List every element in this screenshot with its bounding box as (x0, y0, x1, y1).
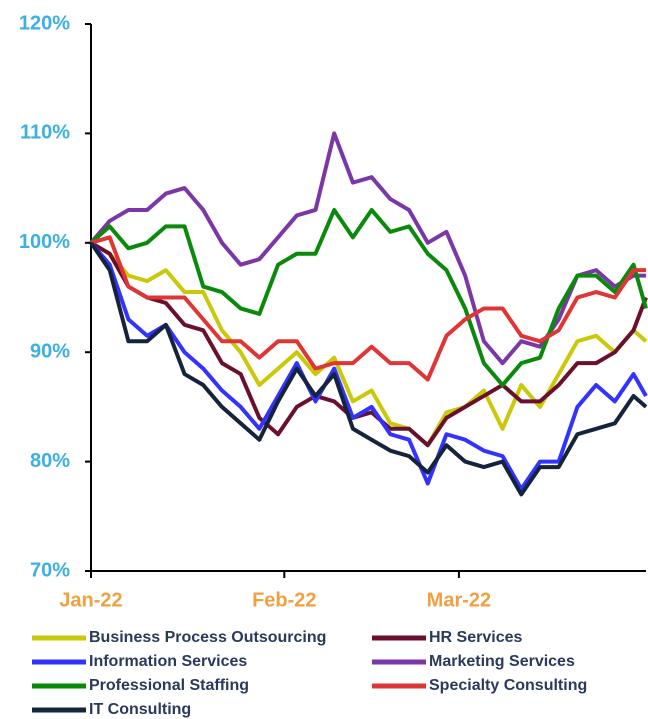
legend-label: Business Process Outsourcing (89, 629, 326, 646)
series-line (89, 241, 648, 491)
legend-label: HR Services (429, 629, 522, 646)
x-tick-label: Mar-22 (427, 589, 491, 611)
x-tick-label: Feb-22 (252, 589, 316, 611)
y-tick-label: 110% (20, 122, 70, 144)
legend-label: Information Services (89, 653, 247, 670)
legend-label: Professional Staffing (89, 677, 249, 694)
x-tick-label: Jan-22 (59, 589, 122, 611)
legend-label: Specialty Consulting (429, 677, 587, 694)
series-line (89, 241, 648, 448)
y-tick-label: 90% (30, 340, 70, 362)
y-tick-label: 100% (19, 231, 70, 253)
series-line (89, 131, 646, 366)
legend-label: Marketing Services (429, 653, 575, 670)
y-tick-label: 120% (19, 12, 70, 34)
legend-label: IT Consulting (89, 701, 191, 718)
series-line (89, 241, 648, 497)
series-line (89, 207, 648, 388)
series-line (90, 235, 646, 382)
y-tick-label: 80% (30, 450, 70, 472)
y-tick-label: 70% (30, 559, 70, 581)
series-line (89, 241, 648, 448)
